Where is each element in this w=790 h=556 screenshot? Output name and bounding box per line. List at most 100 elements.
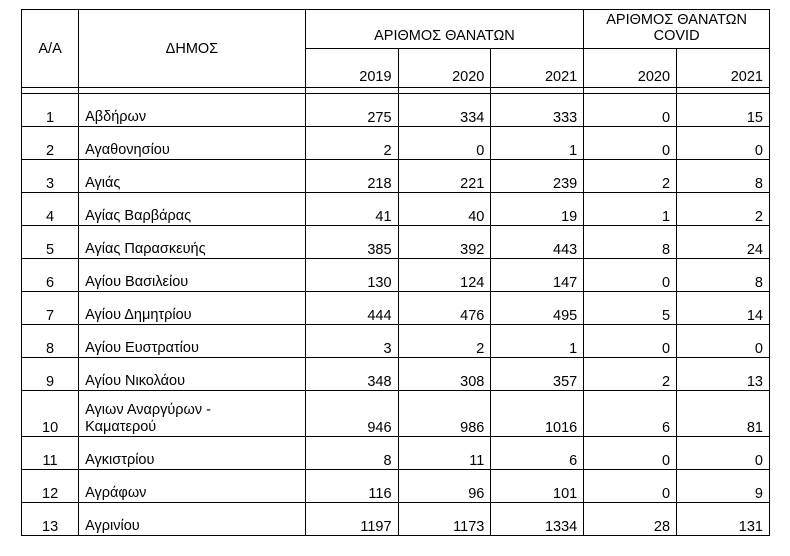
row-covid-2021: 0 xyxy=(676,436,770,470)
row-deaths-2021: 333 xyxy=(490,93,585,127)
row-municipality: Αγίου Βασιλείου xyxy=(78,258,306,292)
row-covid-2020: 5 xyxy=(583,291,678,325)
row-covid-2020: 0 xyxy=(583,469,678,503)
row-deaths-2019: 385 xyxy=(304,225,399,259)
row-deaths-2021: 6 xyxy=(490,436,585,470)
row-deaths-2021: 19 xyxy=(490,192,585,226)
row-deaths-2020: 392 xyxy=(397,225,492,259)
header-year-2020: 2020 xyxy=(397,48,492,88)
row-municipality: Αγίας Βαρβάρας xyxy=(78,192,306,226)
row-covid-2021: 8 xyxy=(676,159,770,193)
row-deaths-2020: 334 xyxy=(397,93,492,127)
header-row-years: 2019 2020 2021 2020 2021 xyxy=(22,48,770,88)
row-deaths-2021: 1334 xyxy=(490,502,585,536)
header-dimos: ΔΗΜΟΣ xyxy=(78,9,306,88)
row-deaths-2020: 986 xyxy=(397,390,492,437)
row-covid-2021: 0 xyxy=(676,324,770,358)
row-covid-2020: 2 xyxy=(583,357,678,391)
row-index: 11 xyxy=(20,436,80,470)
row-deaths-2021: 1 xyxy=(490,126,585,160)
row-index: 10 xyxy=(20,390,80,437)
row-deaths-2021: 101 xyxy=(490,469,585,503)
table-row: 12 Αγράφων 116 96 101 0 9 xyxy=(20,469,770,503)
header-covid-group: ΑΡΙΘΜΟΣ ΘΑΝΑΤΩΝ COVID xyxy=(583,9,770,49)
header-year-2019: 2019 xyxy=(304,48,399,88)
row-covid-2020: 0 xyxy=(583,126,678,160)
row-deaths-2020: 476 xyxy=(397,291,492,325)
row-covid-2021: 15 xyxy=(676,93,770,127)
row-deaths-2021: 443 xyxy=(490,225,585,259)
deaths-table: Α/Α ΔΗΜΟΣ ΑΡΙΘΜΟΣ ΘΑΝΑΤΩΝ ΑΡΙΘΜΟΣ ΘΑΝΑΤΩ… xyxy=(20,9,770,536)
row-covid-2020: 0 xyxy=(583,258,678,292)
row-municipality: Αγίου Ευστρατίου xyxy=(78,324,306,358)
row-municipality: Αγράφων xyxy=(78,469,306,503)
row-deaths-2019: 130 xyxy=(304,258,399,292)
row-deaths-2020: 308 xyxy=(397,357,492,391)
row-deaths-2020: 1173 xyxy=(397,502,492,536)
row-index: 4 xyxy=(20,192,80,226)
row-covid-2020: 6 xyxy=(583,390,678,437)
table-row: 9 Αγίου Νικολάου 348 308 357 2 13 xyxy=(20,357,770,391)
row-municipality-line1: Αγιων Αναργύρων - xyxy=(85,402,211,418)
table-row: 5 Αγίας Παρασκευής 385 392 443 8 24 xyxy=(20,225,770,259)
row-index: 12 xyxy=(20,469,80,503)
row-deaths-2021: 1016 xyxy=(490,390,585,437)
table-row: 10 Αγιων Αναργύρων - Καματερού 946 986 10… xyxy=(20,390,770,437)
row-covid-2021: 81 xyxy=(676,390,770,437)
row-municipality: Αγιάς xyxy=(78,159,306,193)
row-municipality: Αγκιστρίου xyxy=(78,436,306,470)
header-covid-line1: ΑΡΙΘΜΟΣ ΘΑΝΑΤΩΝ xyxy=(606,12,747,28)
row-index: 6 xyxy=(20,258,80,292)
row-covid-2020: 2 xyxy=(583,159,678,193)
row-deaths-2021: 357 xyxy=(490,357,585,391)
table-row: 6 Αγίου Βασιλείου 130 124 147 0 8 xyxy=(20,258,770,292)
header-row-top: Α/Α ΔΗΜΟΣ ΑΡΙΘΜΟΣ ΘΑΝΑΤΩΝ ΑΡΙΘΜΟΣ ΘΑΝΑΤΩ… xyxy=(20,9,770,88)
row-deaths-2020: 40 xyxy=(397,192,492,226)
row-index: 7 xyxy=(20,291,80,325)
row-index: 13 xyxy=(20,502,80,536)
row-deaths-2020: 0 xyxy=(397,126,492,160)
row-covid-2021: 0 xyxy=(676,126,770,160)
row-deaths-2021: 147 xyxy=(490,258,585,292)
row-covid-2021: 9 xyxy=(676,469,770,503)
row-index: 5 xyxy=(20,225,80,259)
row-deaths-2019: 218 xyxy=(304,159,399,193)
row-deaths-2019: 2 xyxy=(304,126,399,160)
row-deaths-2019: 946 xyxy=(304,390,399,437)
header-covid-year-2020: 2020 xyxy=(583,48,678,88)
table-row: 4 Αγίας Βαρβάρας 41 40 19 1 2 xyxy=(20,192,770,226)
row-deaths-2019: 8 xyxy=(304,436,399,470)
header-covid-line2: COVID xyxy=(653,28,700,44)
row-index: 3 xyxy=(20,159,80,193)
row-municipality: Αγαθονησίου xyxy=(78,126,306,160)
row-covid-2021: 131 xyxy=(676,502,770,536)
row-municipality: Αγίου Νικολάου xyxy=(78,357,306,391)
row-covid-2020: 0 xyxy=(583,93,678,127)
row-deaths-2019: 116 xyxy=(304,469,399,503)
row-covid-2020: 0 xyxy=(583,436,678,470)
row-covid-2020: 28 xyxy=(583,502,678,536)
row-index: 8 xyxy=(20,324,80,358)
row-covid-2021: 2 xyxy=(676,192,770,226)
row-municipality-line2: Καματερού xyxy=(85,419,157,435)
row-municipality: Αβδήρων xyxy=(78,93,306,127)
row-covid-2021: 14 xyxy=(676,291,770,325)
row-deaths-2020: 124 xyxy=(397,258,492,292)
row-deaths-2020: 221 xyxy=(397,159,492,193)
header-covid-year-2021: 2021 xyxy=(676,48,770,88)
row-municipality: Αγρινίου xyxy=(78,502,306,536)
row-deaths-2021: 239 xyxy=(490,159,585,193)
table-row: 2 Αγαθονησίου 2 0 1 0 0 xyxy=(20,126,770,160)
row-municipality: Αγιων Αναργύρων - Καματερού xyxy=(78,390,306,437)
table-row: 7 Αγίου Δημητρίου 444 476 495 5 14 xyxy=(20,291,770,325)
row-index: 2 xyxy=(20,126,80,160)
row-deaths-2020: 96 xyxy=(397,469,492,503)
row-municipality: Αγίας Παρασκευής xyxy=(78,225,306,259)
table-row: 11 Αγκιστρίου 8 11 6 0 0 xyxy=(20,436,770,470)
row-deaths-2019: 275 xyxy=(304,93,399,127)
table-row: 1 Αβδήρων 275 334 333 0 15 xyxy=(20,93,770,127)
row-deaths-2020: 11 xyxy=(397,436,492,470)
header-aa: Α/Α xyxy=(20,9,80,88)
row-index: 1 xyxy=(20,93,80,127)
